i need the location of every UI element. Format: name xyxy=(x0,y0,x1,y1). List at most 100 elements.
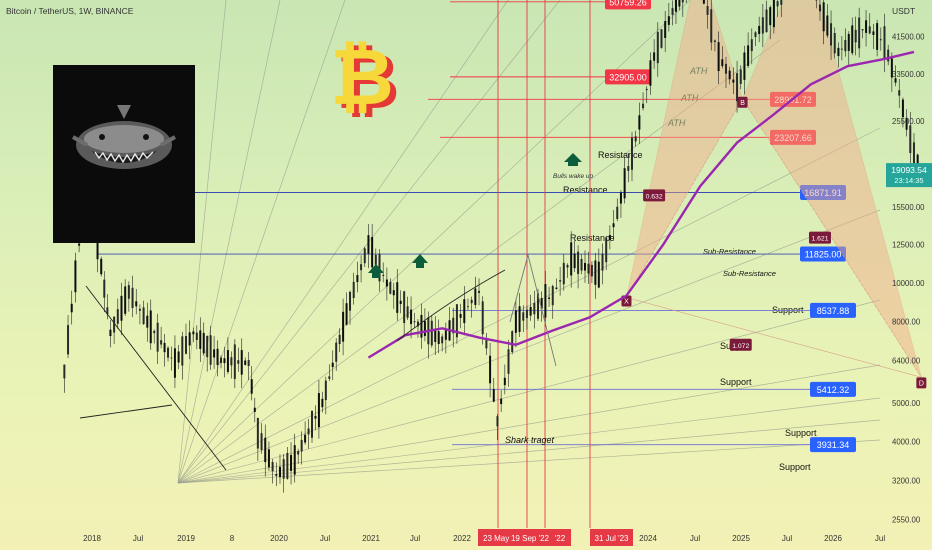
candle-body xyxy=(601,253,604,271)
candle-body xyxy=(916,154,919,172)
candle-body xyxy=(267,449,270,468)
y-tick-13: 10000.00 xyxy=(892,279,925,288)
y-tick-9: 25500.00 xyxy=(892,117,925,126)
candle-body xyxy=(314,415,317,419)
candle-body xyxy=(434,328,437,342)
x-tick-3: 8 xyxy=(230,534,235,543)
pattern-point-D: D xyxy=(919,380,924,387)
candle-body xyxy=(106,307,109,315)
candle-body xyxy=(702,0,705,4)
candle-body xyxy=(826,15,829,36)
candle-body xyxy=(630,137,633,170)
level-value-9: 11825.00 xyxy=(805,250,842,260)
candle-body xyxy=(195,332,198,340)
candle-body xyxy=(518,306,521,332)
vline-label-2: '22 xyxy=(555,534,566,543)
candle-body xyxy=(100,258,103,275)
candle-body xyxy=(113,316,116,333)
candle-body xyxy=(656,31,659,64)
candle-body xyxy=(901,99,904,118)
candle-body xyxy=(634,136,637,142)
candle-body xyxy=(124,286,127,314)
candle-body xyxy=(872,31,875,35)
candle-body xyxy=(822,2,825,32)
candle-body xyxy=(590,264,593,277)
candle-body xyxy=(529,306,532,316)
candle-body xyxy=(754,32,757,37)
x-tick-8: 2022 xyxy=(453,534,471,543)
candle-body xyxy=(441,336,444,344)
level-value-box-12 xyxy=(810,437,856,453)
candle-body xyxy=(833,33,836,54)
candle-body xyxy=(177,351,180,363)
fib-box-0 xyxy=(643,189,666,202)
candle-body xyxy=(492,389,495,402)
fan-line-6 xyxy=(177,299,881,484)
candle-body xyxy=(399,300,402,305)
candle-body xyxy=(286,452,289,479)
candle-body xyxy=(135,301,138,307)
candle-body xyxy=(765,9,768,33)
candle-body xyxy=(244,360,247,365)
x-tick-2: 2019 xyxy=(177,534,195,543)
candle-body xyxy=(649,60,652,86)
candle-body xyxy=(271,462,274,472)
candle-body xyxy=(403,291,406,324)
candle-body xyxy=(619,192,622,204)
x-tick-14: 2026 xyxy=(824,534,842,543)
bitcoin-logo: ₿₿ xyxy=(330,33,400,125)
currency-label: USDT xyxy=(892,6,915,16)
candle-body xyxy=(250,379,253,394)
annotations: Bulls wake up Shark traget xyxy=(368,153,593,445)
triangle-upper-line xyxy=(85,285,227,471)
candle-body xyxy=(721,59,724,67)
candle-body xyxy=(667,16,670,25)
candle-body xyxy=(671,8,674,15)
candle-body xyxy=(638,115,641,130)
candle-body xyxy=(769,7,772,26)
candle-body xyxy=(331,362,334,368)
candle-body xyxy=(533,303,536,315)
candle-body xyxy=(548,297,551,299)
vline-label-box-3 xyxy=(590,529,633,546)
moving-average xyxy=(367,50,915,359)
candle-body xyxy=(170,357,173,359)
level-tag-0: ATH xyxy=(689,66,708,76)
level-value-box-10 xyxy=(810,302,856,318)
candle-body xyxy=(470,299,473,304)
candle-body xyxy=(905,117,908,130)
fan-line-3 xyxy=(177,39,781,484)
level-value-11: 5412.32 xyxy=(817,385,850,395)
level-value-7: 23207.66 xyxy=(774,133,812,143)
candle-body xyxy=(237,360,240,364)
level-value-box-11 xyxy=(810,381,856,397)
candle-body xyxy=(160,340,163,345)
candle-body xyxy=(584,262,587,271)
candle-body xyxy=(481,301,484,335)
candle-body xyxy=(616,206,619,219)
pattern-point-box-B xyxy=(737,96,748,108)
candle-body xyxy=(772,0,775,28)
candle-body xyxy=(360,264,363,271)
candle-body xyxy=(678,0,681,7)
x-tick-1: Jul xyxy=(133,534,143,543)
vline-label-1: 19 Sep '22 xyxy=(511,534,550,543)
bulls-annotation: Bulls wake up xyxy=(553,173,593,180)
candle-body xyxy=(587,263,590,274)
level-tag-6: Sub-Resistance xyxy=(703,247,756,256)
x-tick-0: 2018 xyxy=(83,534,101,543)
candle-body xyxy=(555,287,558,289)
current-price-box xyxy=(886,163,932,188)
x-tick-5: Jul xyxy=(320,534,330,543)
candle-body xyxy=(256,417,259,449)
candle-body xyxy=(109,329,112,337)
candle-body xyxy=(226,350,229,372)
candle-body xyxy=(328,376,331,379)
candle-body xyxy=(455,304,458,338)
candle-body xyxy=(500,398,503,405)
candle-body xyxy=(70,303,73,313)
fan-line-12 xyxy=(177,0,281,484)
candle-body xyxy=(199,330,202,349)
candle-body xyxy=(230,357,233,366)
candle-body xyxy=(167,347,170,358)
